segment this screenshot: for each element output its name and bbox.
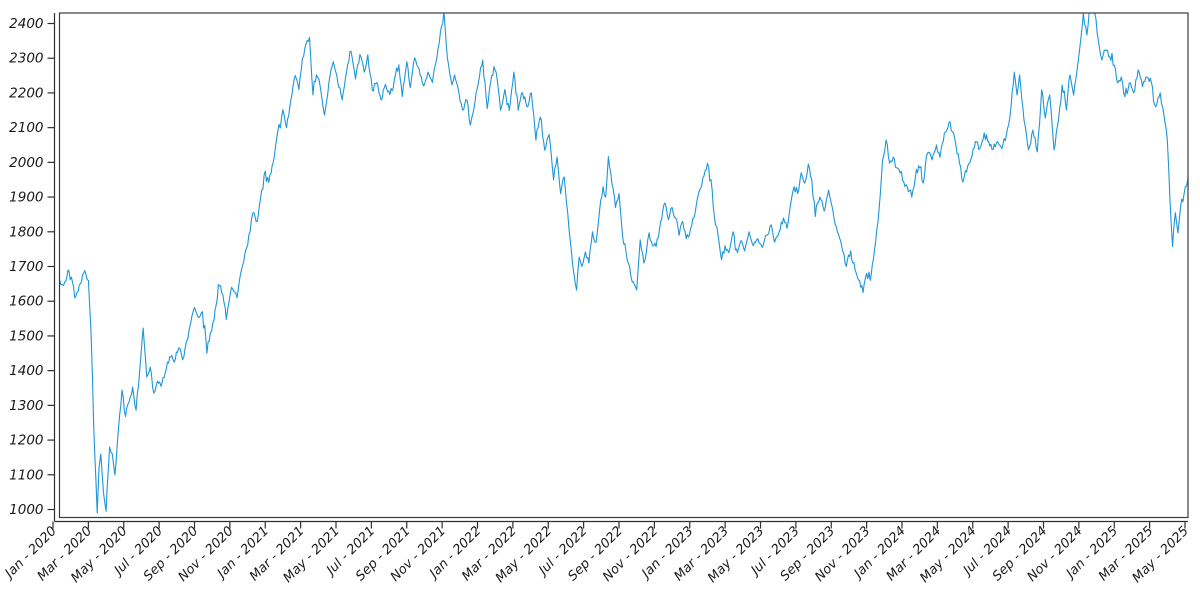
y-tick-label: 1700 bbox=[9, 259, 43, 275]
axis-spines bbox=[53, 13, 1188, 523]
y-tick-label: 2200 bbox=[9, 85, 43, 101]
y-axis: 1000 1100 1200 1300 1400 1500 1600 1700 1800 1900… bbox=[9, 16, 55, 518]
y-tick-label: 1000 bbox=[9, 502, 43, 518]
y-tick-label: 2300 bbox=[9, 51, 43, 67]
y-tick-label: 1900 bbox=[9, 190, 43, 206]
y-tick-label: 1200 bbox=[9, 433, 43, 449]
y-tick-label: 1400 bbox=[9, 363, 43, 379]
y-tick-label: 2100 bbox=[9, 120, 43, 136]
series-line bbox=[59, 13, 1188, 514]
y-tick-label: 1100 bbox=[9, 467, 43, 483]
y-tick-label: 1300 bbox=[9, 398, 43, 414]
y-tick-label: 1500 bbox=[9, 328, 43, 344]
series-path bbox=[59, 13, 1188, 514]
y-tick-label: 2400 bbox=[9, 16, 43, 32]
y-tick-label: 2000 bbox=[9, 155, 43, 171]
y-tick-label: 1800 bbox=[9, 224, 43, 240]
plot-frame bbox=[58, 12, 1189, 519]
y-tick-label: 1600 bbox=[9, 294, 43, 310]
